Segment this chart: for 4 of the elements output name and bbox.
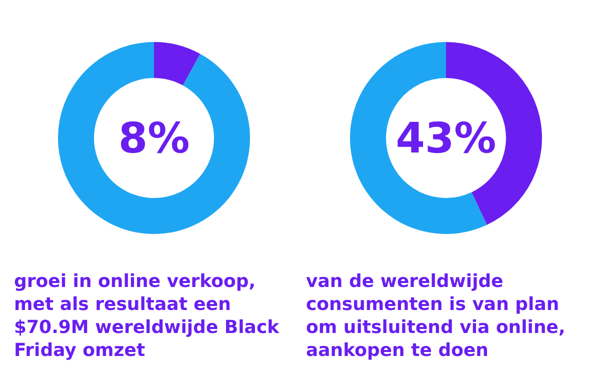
text: groei in online verkoop, met als resultaat een $70.9M wereldwijde Black Friday omzet <box>14 271 286 361</box>
data-label: 8% <box>118 114 190 162</box>
text: van de wereldwijde consumenten is van plan om uitsluitend via online, aankopen te doen <box>306 271 572 361</box>
data-label: 43% <box>396 114 496 162</box>
